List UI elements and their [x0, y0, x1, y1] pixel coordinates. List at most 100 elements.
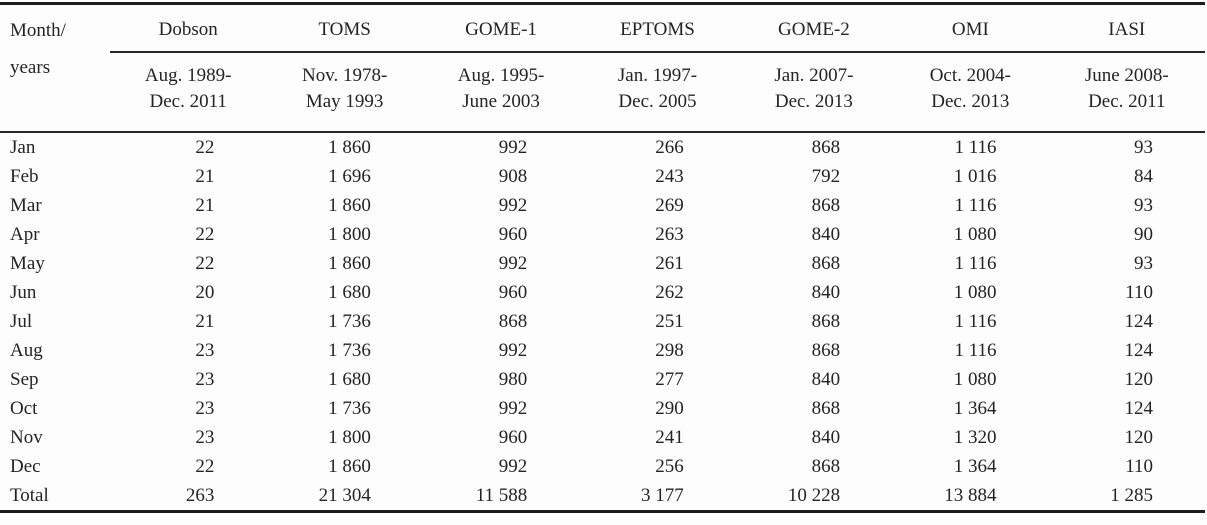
row-label: Dec	[10, 455, 41, 477]
value-cell: 23	[195, 397, 215, 419]
value-cell: 93	[1134, 252, 1153, 274]
value-cell: 1 860	[328, 455, 371, 477]
period-end: Dec. 2013	[774, 91, 853, 112]
monthly-observations-table: Month/ years Dobson TOMS GOME-1 EPTOMS G…	[0, 2, 1205, 513]
value-cell: 243	[655, 165, 684, 187]
value-cell: 298	[655, 339, 684, 361]
period-end: Dec. 2011	[1088, 91, 1166, 112]
value-cell: 1 860	[328, 136, 371, 158]
value-cell: 21 304	[318, 484, 371, 506]
table-row: Sep 23 1 680 980 277 840 1 080 120	[0, 365, 1205, 394]
value-cell: 1 116	[954, 339, 997, 361]
value-cell: 21	[195, 165, 215, 187]
value-cell: 868	[811, 455, 841, 477]
row-label: Mar	[10, 194, 42, 216]
row-label: Nov	[10, 426, 43, 448]
row-label: Feb	[10, 165, 39, 187]
value-cell: 120	[1124, 368, 1154, 390]
value-cell: 90	[1134, 223, 1153, 245]
value-cell: 23	[195, 339, 215, 361]
value-cell: 840	[811, 426, 841, 448]
value-cell: 1 736	[328, 310, 371, 332]
period-end: Dec. 2005	[618, 91, 697, 112]
table-row: May 22 1 860 992 261 868 1 116 93	[0, 249, 1205, 278]
value-cell: 124	[1124, 339, 1154, 361]
value-cell: 290	[655, 397, 684, 419]
corner-header-month-years: Month/ years	[0, 3, 110, 133]
value-cell: 10 228	[787, 484, 841, 506]
value-cell: 120	[1124, 426, 1154, 448]
value-cell: 840	[811, 223, 841, 245]
row-label: Sep	[10, 368, 39, 390]
value-cell: 1 016	[953, 165, 997, 187]
period-gome-2: Jan. 2007- Dec. 2013	[735, 52, 893, 133]
value-cell: 261	[655, 252, 684, 274]
table-row: Jun 20 1 680 960 262 840 1 080 110	[0, 278, 1205, 307]
table-row-total: Total 263 21 304 11 588 3 177 10 228 13 884 1 2…	[0, 481, 1205, 512]
value-cell: 868	[811, 194, 841, 216]
value-cell: 1 364	[953, 397, 997, 419]
period-dobson: Aug. 1989- Dec. 2011	[110, 52, 267, 133]
value-cell: 22	[195, 223, 215, 245]
table-row: Apr 22 1 800 960 263 840 1 080 90	[0, 220, 1205, 249]
period-start: Jan. 2007-	[774, 65, 854, 86]
value-cell: 868	[811, 397, 841, 419]
value-cell: 266	[655, 136, 684, 158]
value-cell: 1 116	[954, 252, 997, 274]
period-start: Jan. 1997-	[617, 65, 698, 86]
value-cell: 110	[1125, 281, 1153, 303]
value-cell: 868	[811, 339, 841, 361]
period-start: Aug. 1989-	[144, 65, 232, 86]
value-cell: 792	[811, 165, 841, 187]
value-cell: 22	[195, 252, 215, 274]
value-cell: 263	[185, 484, 215, 506]
value-cell: 22	[195, 455, 215, 477]
period-omi: Oct. 2004- Dec. 2013	[892, 52, 1049, 133]
value-cell: 1 285	[1110, 484, 1153, 506]
corner-label-line1: Month/	[10, 20, 66, 41]
value-cell: 992	[498, 397, 528, 419]
value-cell: 1 800	[328, 223, 371, 245]
value-cell: 124	[1124, 397, 1154, 419]
value-cell: 1 860	[328, 252, 371, 274]
period-end: May 1993	[305, 91, 384, 112]
table-row: Jul 21 1 736 868 251 868 1 116 124	[0, 307, 1205, 336]
value-cell: 992	[498, 455, 528, 477]
table-row: Mar 21 1 860 992 269 868 1 116 93	[0, 191, 1205, 220]
period-start: Nov. 1978-	[301, 65, 388, 86]
value-cell: 1 696	[328, 165, 371, 187]
value-cell: 84	[1134, 165, 1153, 187]
value-cell: 1 080	[953, 368, 997, 390]
period-end: June 2003	[462, 91, 540, 112]
period-end: Dec. 2011	[149, 91, 227, 112]
value-cell: 1 116	[954, 136, 997, 158]
value-cell: 992	[498, 339, 528, 361]
header-row-periods: Aug. 1989- Dec. 2011 Nov. 1978- May 1993…	[0, 52, 1205, 133]
column-header-gome-1: GOME-1	[422, 3, 580, 53]
period-eptoms: Jan. 1997- Dec. 2005	[579, 52, 736, 133]
table-row: Dec 22 1 860 992 256 868 1 364 110	[0, 452, 1205, 481]
value-cell: 1 364	[953, 455, 997, 477]
value-cell: 1 680	[328, 281, 371, 303]
row-label: Jan	[10, 136, 36, 158]
value-cell: 908	[498, 165, 528, 187]
value-cell: 21	[195, 310, 215, 332]
value-cell: 840	[811, 281, 841, 303]
row-label: Oct	[10, 397, 38, 419]
value-cell: 868	[811, 252, 841, 274]
value-cell: 20	[195, 281, 215, 303]
value-cell: 93	[1134, 136, 1153, 158]
row-label: Jun	[10, 281, 37, 303]
value-cell: 1 080	[953, 281, 997, 303]
value-cell: 3 177	[640, 484, 684, 506]
period-iasi: June 2008- Dec. 2011	[1048, 52, 1205, 133]
value-cell: 22	[195, 136, 215, 158]
value-cell: 1 800	[328, 426, 371, 448]
value-cell: 1 080	[953, 223, 997, 245]
value-cell: 23	[195, 426, 215, 448]
value-cell: 262	[655, 281, 684, 303]
table-row: Feb 21 1 696 908 243 792 1 016 84	[0, 162, 1205, 191]
value-cell: 13 884	[944, 484, 997, 506]
column-header-iasi: IASI	[1048, 3, 1205, 53]
